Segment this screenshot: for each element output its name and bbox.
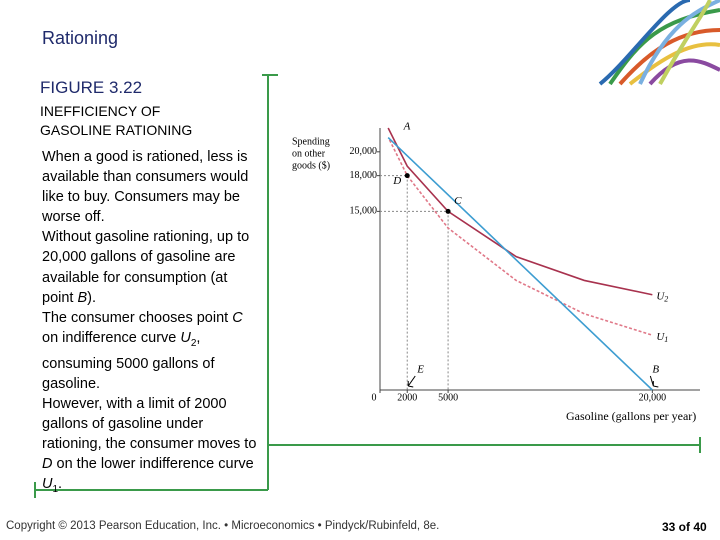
text-run: When a good is rationed, less is availab…: [42, 149, 249, 226]
curve-label-main: U: [656, 290, 665, 302]
point-label: C: [454, 195, 462, 207]
decoration: [598, 0, 720, 86]
y-tick-label: 15,000: [350, 206, 378, 217]
point-label: B: [652, 364, 659, 376]
y-axis-title: Spending: [292, 136, 330, 147]
italic-run: D: [42, 456, 53, 473]
arrow: [407, 375, 416, 388]
italic-run: U: [180, 329, 191, 346]
point-label: E: [416, 364, 424, 376]
subscript: 2: [190, 337, 197, 349]
body-text: When a good is rationed, less is availab…: [42, 147, 260, 500]
italic-run: B: [77, 289, 88, 306]
x-tick-label: 20,000: [639, 392, 667, 403]
arrow: [649, 375, 659, 388]
curve-label-main: U: [656, 331, 665, 343]
curve: [388, 139, 653, 336]
curve-label: U2: [656, 290, 668, 303]
point: [404, 173, 410, 179]
italic-run: U: [42, 476, 53, 493]
subscript: 1: [52, 484, 59, 496]
curve-label-sub: 1: [664, 335, 668, 344]
italic-run: C: [232, 309, 243, 326]
text-run: However, with a limit of 2000 gallons of…: [42, 396, 257, 453]
footer: Copyright © 2013 Pearson Education, Inc.…: [6, 520, 440, 532]
frame: [34, 74, 701, 498]
x-tick-label: 2000: [397, 392, 417, 403]
page-number: 33 of 40: [662, 520, 707, 534]
paragraph: When a good is rationed, less is availab…: [42, 147, 260, 227]
paragraph: However, with a limit of 2000 gallons of…: [42, 394, 260, 500]
figure-label: FIGURE 3.22: [40, 78, 143, 97]
paragraph: Without gasoline rationing, up to 20,000…: [42, 227, 260, 307]
y-axis-title: goods ($): [292, 160, 330, 171]
text-run: , consuming 5000 gallons of gasoline.: [42, 329, 215, 392]
slide-title: Rationing: [42, 28, 119, 48]
curve-label-sub: 2: [664, 295, 668, 304]
figure-title: INEFFICIENCY OF GASOLINE RATIONING: [40, 102, 192, 140]
x-axis-title: Gasoline (gallons per year): [566, 409, 696, 423]
point-label: D: [392, 175, 401, 187]
figure-title-line: GASOLINE RATIONING: [40, 122, 193, 138]
point: [445, 208, 451, 214]
text-run: on indifference curve: [42, 329, 181, 346]
point-label: A: [403, 120, 411, 132]
y-tick-label: 18,000: [350, 170, 378, 181]
paragraph: The consumer chooses point C on indiffer…: [42, 308, 260, 394]
y-axis-title: on other: [292, 148, 326, 159]
text-run: Without gasoline rationing, up to 20,000…: [42, 229, 250, 306]
y-tick-label: 20,000: [350, 146, 378, 157]
figure-title-line: INEFFICIENCY OF: [40, 103, 161, 119]
curve-label: U1: [656, 331, 668, 344]
text-run: The consumer chooses point: [42, 309, 233, 326]
text-run: on the lower indifference curve: [52, 456, 254, 473]
text-run: .: [58, 476, 63, 493]
curve: [387, 136, 653, 391]
x-tick-label: 0: [372, 392, 377, 403]
text-run: ).: [87, 289, 97, 306]
curve: [387, 127, 653, 296]
x-tick-label: 5000: [438, 392, 458, 403]
